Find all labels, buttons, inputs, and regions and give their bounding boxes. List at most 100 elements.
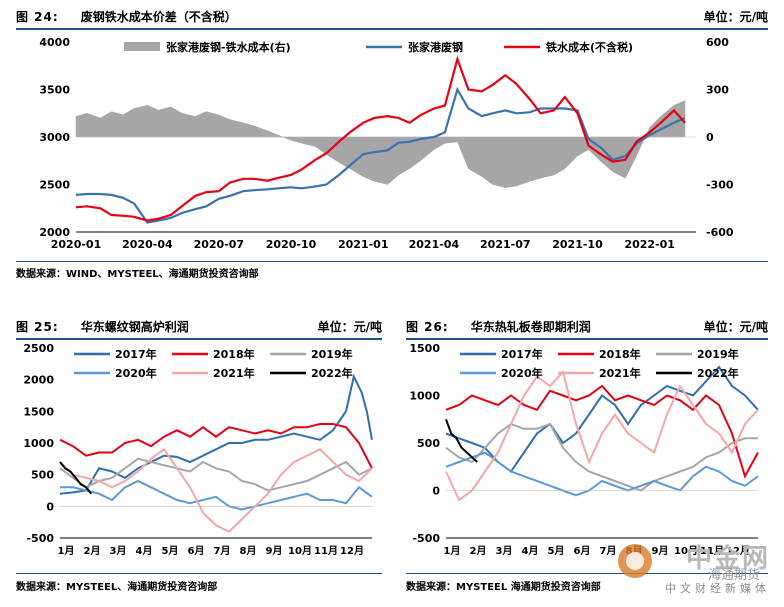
fig24-spread-segment [86, 112, 101, 138]
fig24-bottom-rule [16, 261, 768, 262]
fig24-spread-segment [267, 130, 279, 138]
fig25-legend-label: 2017年 [115, 347, 157, 361]
fig26-xtick: 2月 [470, 545, 487, 557]
fig25-xtick: 7月 [214, 545, 231, 557]
fig24-title: 废钢铁水成本价差（不含税） [80, 10, 237, 24]
fig24-spread-segment [218, 114, 231, 138]
fig24-spread-segment [492, 136, 506, 188]
fig26-legend-label: 2022年 [697, 366, 739, 380]
watermark-sub: 中文财经新媒体 [665, 582, 770, 595]
fig25-unit: 单位：元/吨 [317, 320, 382, 334]
fig25-legend-label: 2020年 [115, 366, 157, 380]
fig26-legend-label: 2017年 [501, 347, 543, 361]
fig26-legend-label: 2020年 [501, 366, 543, 380]
fig25-xtick: 12月 [340, 545, 364, 557]
fig24-spread-segment [564, 136, 578, 170]
fig24-spread-segment [111, 111, 124, 138]
fig26-xtick: 9月 [652, 545, 669, 557]
fig25-ytick: 1500 [23, 405, 54, 418]
fig25-xtick: 2月 [84, 545, 101, 557]
fig24-spread-segment [516, 136, 530, 187]
fig24-xtick: 2020-07 [194, 238, 245, 251]
fig26-line-2018年 [445, 384, 759, 479]
fig25-ytick: 2000 [23, 374, 54, 387]
fig24-spread-segment [481, 136, 493, 185]
fig25-xtick: 1月 [58, 545, 75, 557]
fig25-top-rule [16, 338, 382, 340]
fig24-ytick-left: 3500 [39, 84, 70, 97]
fig24-spread-segment [158, 106, 172, 138]
fig24-spread-segment [540, 136, 555, 179]
fig24-xtick: 2021-07 [480, 238, 531, 251]
fig25-line-2021年 [59, 447, 373, 533]
fig24-hot-metal-line [75, 55, 686, 222]
fig25-xtick: 11月 [314, 545, 338, 557]
fig24-spread-segment [420, 136, 435, 162]
fig24-spread-segment [362, 136, 375, 182]
fig24-ytick-left: 3000 [39, 131, 70, 144]
fig24-zjg-scrap-line [75, 86, 686, 224]
fig24-spread-segment [278, 135, 292, 141]
fig26-xtick: 12月 [726, 545, 750, 557]
fig25-chart: -500 0 500 1000 1500 2000 2500 1月 2月 3月 4月 5月 6月 7月 8月… [23, 342, 373, 557]
fig24-spread-segment [170, 106, 183, 138]
fig24-ytick-left: 2000 [39, 226, 70, 239]
fig25-line-2019年 [59, 457, 373, 492]
fig26-top-rule [406, 338, 768, 340]
fig24-spread-segment [147, 104, 159, 138]
fig24-legend: 张家港废钢-铁水成本(右) 张家港废钢 铁水成本(不含税) [124, 40, 633, 54]
watermark-mid: 海通期货 [707, 568, 760, 583]
fig25-xtick: 4月 [136, 545, 153, 557]
fig24-spread-segment [253, 125, 268, 138]
fig26-ytick: 1500 [409, 342, 440, 355]
fig24-spread-area [75, 100, 686, 188]
fig26-ytick: 0 [432, 485, 440, 498]
fig24-spread-segment [468, 136, 482, 178]
fig26-source: 数据来源：MYSTEEL 海通期货投资咨询部 [406, 582, 601, 593]
fig24-xtick: 2020-04 [122, 238, 173, 251]
fig25-xtick: 10月 [288, 545, 312, 557]
fig24-number: 图 24: [16, 10, 59, 24]
fig25-xtick: 3月 [110, 545, 127, 557]
fig25-legend-label: 2022年 [311, 366, 353, 380]
fig26-ytick: 1000 [409, 390, 440, 403]
fig24-legend-label-hotmetal: 铁水成本(不含税) [546, 40, 633, 54]
fig24-unit: 单位：元/吨 [703, 10, 768, 24]
fig26-legend-label: 2021年 [599, 366, 641, 380]
fig24-legend-swatch-spread [124, 42, 160, 51]
fig26-line-2021年 [445, 369, 759, 502]
fig24-spread-segment [457, 136, 469, 169]
fig26-line-2020年 [445, 451, 759, 497]
fig25-header: 图 25: 华东螺纹钢高炉利润 单位：元/吨 [16, 318, 382, 335]
fig26-chart: -5000500100015001月2月3月4月5月6月7月8月9月10月11月… [409, 342, 759, 557]
fig25-legend: 2017年 2018年 2019年 2020年 2021年 2022年 [74, 347, 353, 380]
fig24-ytick-right: 300 [706, 84, 729, 97]
fig24-legend-label-spread: 张家港废钢-铁水成本(右) [166, 40, 291, 54]
fig24-xtick: 2021-10 [552, 238, 603, 251]
fig24-chart: 2000 2500 3000 3500 4000 -600 -300 0 300 600 2020-… [39, 36, 734, 251]
fig24-ytick-right: -600 [706, 226, 734, 239]
fig25-ytick: 1000 [23, 437, 54, 450]
fig25-xtick: 8月 [240, 545, 257, 557]
fig24-spread-segment [242, 122, 255, 138]
fig24-xtick: 2021-01 [338, 238, 389, 251]
fig25-source: 数据来源：MYSTEEL、海通期货投资咨询部 [16, 582, 218, 593]
fig24-spread-segment [505, 136, 517, 188]
fig24-ytick-right: 600 [706, 36, 729, 49]
fig26-title: 华东热轧板卷即期利润 [470, 320, 591, 334]
watermark-logo-inner-icon [626, 552, 644, 570]
fig24-xtick: 2020-01 [51, 238, 102, 251]
fig25-legend-label: 2021年 [213, 366, 255, 380]
fig25-legend-label: 2019年 [311, 347, 353, 361]
fig25-legend-label: 2018年 [213, 347, 255, 361]
fig24-spread-segment [433, 136, 446, 151]
fig24-xtick: 2020-10 [266, 238, 317, 251]
fig24-legend-label-zjg: 张家港废钢 [408, 40, 463, 54]
fig26-xtick: 7月 [600, 545, 617, 557]
fig26-xtick: 11月 [700, 545, 724, 557]
fig25-line-2022年 [59, 461, 92, 495]
fig24-spread-segment [181, 112, 196, 138]
fig24-spread-segment [373, 136, 388, 185]
fig26-xtick: 10月 [674, 545, 698, 557]
fig26-xtick: 1月 [444, 545, 461, 557]
